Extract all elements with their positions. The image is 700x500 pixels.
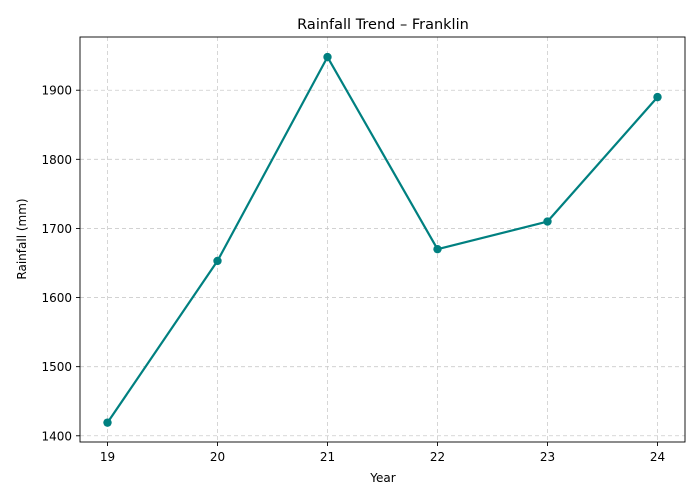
y-tick-label: 1900 bbox=[41, 84, 72, 98]
data-point-21 bbox=[323, 52, 332, 62]
data-point-22 bbox=[433, 244, 442, 254]
y-axis-title: Rainfall (mm) bbox=[15, 198, 29, 279]
x-tick-label: 22 bbox=[430, 450, 445, 464]
series-group bbox=[103, 52, 662, 427]
data-point-19 bbox=[103, 418, 112, 427]
x-axis-ticks: 19 20 21 22 23 24 bbox=[100, 442, 665, 464]
plot-frame bbox=[79, 36, 686, 443]
y-grid bbox=[80, 89, 685, 437]
data-point-24 bbox=[653, 92, 662, 102]
y-tick-label: 1500 bbox=[41, 360, 72, 374]
x-grid bbox=[107, 37, 658, 442]
data-point-23 bbox=[543, 217, 552, 226]
x-tick-label: 21 bbox=[320, 450, 335, 464]
y-tick-label: 1400 bbox=[41, 429, 72, 443]
x-tick-label: 19 bbox=[100, 450, 115, 464]
series-line bbox=[106, 55, 659, 424]
x-axis-title: Year bbox=[369, 471, 395, 485]
x-tick-label: 20 bbox=[210, 450, 225, 464]
y-axis-ticks: 1400 1500 1600 1700 1800 1900 bbox=[41, 84, 80, 443]
data-point-20 bbox=[213, 256, 222, 266]
y-tick-label: 1600 bbox=[41, 291, 72, 305]
y-tick-label: 1700 bbox=[41, 222, 72, 236]
y-tick-label: 1800 bbox=[41, 153, 72, 167]
x-tick-label: 24 bbox=[650, 450, 665, 464]
x-tick-label: 23 bbox=[540, 450, 555, 464]
chart-title: Rainfall Trend – Franklin bbox=[297, 17, 469, 33]
